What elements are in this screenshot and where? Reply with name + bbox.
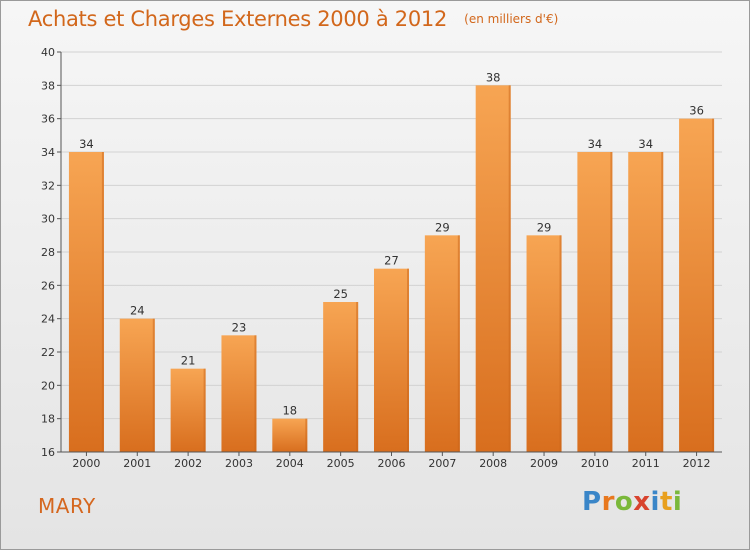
- y-tick-label: 32: [41, 179, 55, 192]
- x-tick-label: 2009: [530, 457, 558, 470]
- commune-name: MARY: [38, 494, 96, 518]
- y-tick-label: 30: [41, 213, 55, 226]
- bar-shade: [254, 335, 257, 452]
- bar-shade: [610, 152, 613, 452]
- data-label: 21: [181, 354, 196, 368]
- bar-shade: [203, 368, 206, 452]
- bar-shade: [152, 318, 155, 452]
- x-tick-label: 2000: [72, 457, 100, 470]
- bar: [374, 268, 409, 452]
- y-tick-label: 24: [41, 313, 55, 326]
- data-label: 34: [638, 137, 653, 151]
- y-tick-label: 40: [41, 46, 55, 59]
- bar-shade: [508, 85, 511, 452]
- x-tick-label: 2004: [276, 457, 304, 470]
- chart-header: Achats et Charges Externes 2000 à 2012 (…: [28, 7, 558, 31]
- bar: [170, 368, 206, 452]
- x-tick-label: 2011: [632, 457, 660, 470]
- x-tick-label: 2003: [225, 457, 253, 470]
- bar-shade: [457, 235, 460, 452]
- y-tick-label: 22: [41, 346, 55, 359]
- bar: [323, 302, 359, 452]
- y-tick-label: 34: [41, 146, 55, 159]
- bar: [272, 418, 308, 452]
- data-label: 29: [537, 220, 552, 234]
- x-tick-label: 2007: [428, 457, 456, 470]
- y-tick-label: 26: [41, 279, 55, 292]
- chart-unit: (en milliers d'€): [464, 12, 559, 26]
- data-label: 27: [384, 254, 399, 268]
- data-label: 24: [130, 304, 145, 318]
- y-tick-label: 28: [41, 246, 55, 259]
- data-label: 38: [486, 70, 501, 84]
- data-label: 34: [79, 137, 94, 151]
- bar-shade: [305, 418, 308, 452]
- bar-shade: [356, 302, 359, 452]
- bar: [119, 318, 155, 452]
- bar-shade: [559, 235, 562, 452]
- data-label: 36: [689, 104, 704, 118]
- proxiti-logo: Proxiti: [582, 487, 683, 517]
- bar: [526, 235, 562, 452]
- y-tick-label: 38: [41, 79, 55, 92]
- bar: [628, 152, 664, 452]
- data-label: 34: [588, 137, 603, 151]
- x-tick-label: 2005: [327, 457, 355, 470]
- bar: [68, 152, 104, 452]
- y-tick-label: 16: [41, 446, 55, 459]
- y-tick-label: 36: [41, 113, 55, 126]
- bar-shade: [661, 152, 664, 452]
- bar: [679, 118, 715, 453]
- bar: [577, 152, 613, 452]
- data-label: 25: [333, 287, 348, 301]
- bar: [475, 85, 511, 452]
- bar: [221, 335, 257, 452]
- y-tick-label: 18: [41, 413, 55, 426]
- x-tick-label: 2012: [683, 457, 711, 470]
- bar-shade: [712, 118, 715, 453]
- y-tick-label: 20: [41, 379, 55, 392]
- data-label: 23: [232, 320, 247, 334]
- bar: [424, 235, 460, 452]
- data-label: 18: [282, 404, 297, 418]
- chart-title: Achats et Charges Externes 2000 à 2012: [28, 7, 448, 31]
- bar-shade: [101, 152, 104, 452]
- x-tick-label: 2010: [581, 457, 609, 470]
- data-label: 29: [435, 220, 450, 234]
- bar-shade: [407, 268, 409, 452]
- x-tick-label: 2002: [174, 457, 202, 470]
- x-tick-label: 2008: [479, 457, 507, 470]
- x-tick-label: 2001: [123, 457, 151, 470]
- x-tick-label: 2006: [378, 457, 406, 470]
